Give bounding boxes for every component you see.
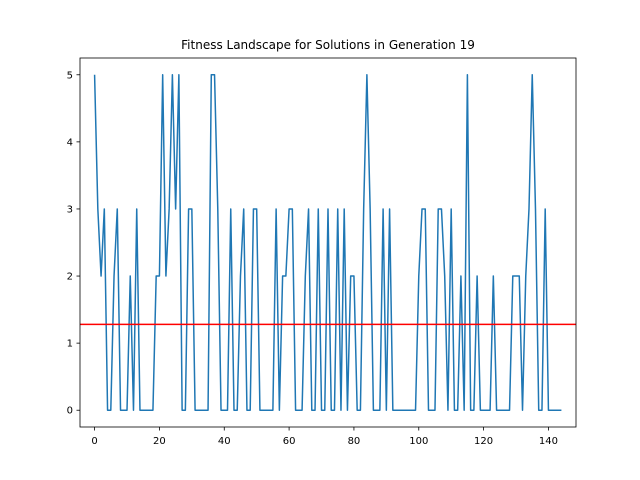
y-tick-label: 3 — [67, 204, 73, 215]
y-tick-label: 4 — [67, 137, 73, 148]
axes-frame — [79, 57, 577, 428]
y-axis: 0 1 2 3 4 5 — [67, 70, 80, 417]
x-tick-label: 40 — [218, 436, 231, 447]
chart-title: Fitness Landscape for Solutions in Gener… — [181, 38, 475, 52]
x-tick-label: 0 — [91, 436, 97, 447]
fitness-series-line-0 — [93, 74, 562, 411]
y-tick-label: 5 — [67, 70, 73, 81]
y-tick-label: 1 — [67, 339, 73, 350]
x-tick-label: 100 — [409, 436, 428, 447]
x-tick-label: 140 — [539, 436, 558, 447]
x-axis: 0 20 40 60 80 100 120 140 — [91, 427, 558, 447]
y-tick-label: 0 — [67, 406, 73, 417]
x-tick-label: 120 — [474, 436, 493, 447]
plot-area — [80, 74, 576, 411]
x-tick-label: 80 — [348, 436, 361, 447]
x-tick-label: 60 — [283, 436, 296, 447]
y-tick-label: 2 — [67, 272, 73, 283]
x-tick-label: 20 — [153, 436, 166, 447]
